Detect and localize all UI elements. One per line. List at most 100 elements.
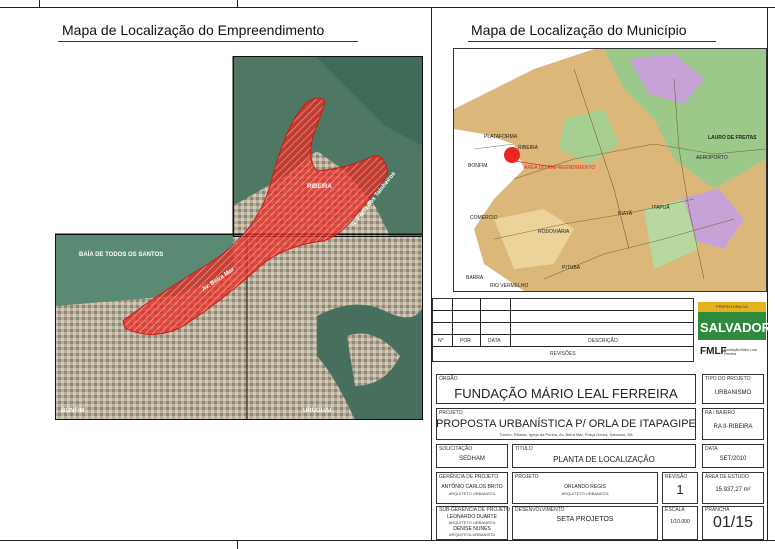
logo-fmlf-sub: Fundação Mário Leal Ferreira [724, 348, 757, 356]
label-area-empreendimento: ÁREA DO EMPREENDIMENTO [524, 165, 596, 171]
right-map-title: Mapa de Localização do Município [471, 22, 687, 38]
titulo-label: TÍTULO [515, 446, 533, 452]
gerencia-value: ANTÔNIO CARLOS BRITO [441, 484, 503, 490]
rev-row-3 [432, 334, 694, 335]
rev-header-por: POR [460, 338, 471, 344]
subgerencia-2-sub: ARQUITETA URBANISTA [448, 532, 496, 537]
rev-header-data: DATA [488, 338, 501, 344]
area-label: ÁREA DE ESTUDO [705, 474, 749, 480]
solicitacao-value: SEDHAM [459, 456, 485, 462]
subgerencia-2: DENISE NUNES [453, 526, 491, 532]
label-lauro: LAURO DE FREITAS [708, 135, 757, 141]
escala-value: 1/10.000 [670, 519, 690, 525]
revisao-label: REVISÃO [665, 474, 688, 480]
solicitacao-box [436, 444, 508, 468]
revisions-table [432, 298, 694, 362]
sheet-top-border [0, 7, 775, 8]
label-ribeira: RIBEIRA [307, 184, 332, 190]
label-piata: PIATÃ [618, 211, 633, 217]
sheet-mid-tick-top [237, 0, 238, 8]
aerial-map: RIBEIRA R. Porto dos Tainheiros BAÍA DE … [55, 56, 423, 420]
left-map-title: Mapa de Localização do Empreendimento [62, 22, 325, 38]
desenv-value: SETA PROJETOS [556, 516, 614, 523]
logo-prefeitura: PREFEITURA DA [716, 304, 748, 309]
rev-row-1 [432, 310, 694, 311]
orgao-value: FUNDAÇÃO MÁRIO LEAL FERREIRA [454, 386, 678, 401]
project-area-highlight [122, 97, 389, 335]
tipo-box [702, 374, 764, 404]
right-map-title-underline [468, 41, 716, 42]
label-barra: BARRA [466, 275, 484, 281]
label-ribeira-muni: RIBEIRA [518, 145, 539, 151]
label-bonfim: BONFIM [61, 408, 85, 414]
label-rodoviaria: RODOVIÁRIA [538, 229, 570, 235]
prancha-value: 01/15 [712, 514, 754, 531]
titulo-value: PLANTA DE LOCALIZAÇÃO [553, 455, 655, 464]
escala-label: ESCALA [665, 507, 685, 513]
label-rio-vermelho: RIO VERMELHO [490, 283, 529, 289]
prancha-box [702, 506, 764, 540]
label-aeroporto: AEROPORTO [696, 155, 728, 161]
label-uruguai: URUGUAI [303, 408, 331, 414]
salvador-logo: PREFEITURA DA SALVADOR FMLF Fundação Már… [698, 302, 771, 358]
subgerencia-box [436, 506, 508, 540]
orgao-label: ÓRGÃO [439, 376, 458, 382]
data-label: DATA [705, 446, 718, 452]
area-value: 15.937,27 m² [715, 487, 751, 493]
proj-sub: ARQUITETO URBANISTA [561, 491, 609, 496]
label-itapua: ITAPUÃ [652, 205, 670, 211]
logo-bar-top [698, 302, 766, 312]
gerencia-box [436, 472, 508, 504]
rev-col-1 [452, 298, 453, 346]
label-plataforma: PLATAFORMA [484, 134, 518, 140]
projeto-label: PROJETO [439, 410, 463, 416]
ra-label: RA / BAIRRO [705, 410, 736, 416]
label-pituba: PITUBA [562, 265, 581, 271]
proj-label: PROJETO [515, 474, 539, 480]
escala-box [662, 506, 698, 540]
sheet-center-divider [431, 7, 432, 541]
proj-box [512, 472, 658, 504]
projeto-box [436, 408, 696, 440]
ra-value: RA II-RIBEIRA [713, 424, 753, 430]
projeto-value: PROPOSTA URBANÍSTICA P/ ORLA DE ITAPAGIP… [436, 418, 696, 430]
rev-header-descricao: DESCRIÇÃO [588, 338, 618, 344]
logo-city: SALVADOR [700, 320, 772, 335]
label-baia: BAÍA DE TODOS OS SANTOS [79, 252, 164, 258]
data-box [702, 444, 764, 468]
gerencia-sub: ARQUITETO URBANISTA [448, 491, 496, 496]
tipo-value: URBANISMO [714, 390, 752, 396]
proj-value: ORLANDO REGIS [564, 484, 606, 490]
data-value: SET/2010 [719, 456, 747, 462]
logo-bar [698, 312, 766, 340]
prancha-label: PRANCHA [705, 507, 730, 513]
rev-col-3 [510, 298, 511, 346]
subgerencia-1-sub: ARQUITETO URBANISTA [448, 520, 496, 525]
titulo-box [512, 444, 696, 468]
rev-row-2 [432, 322, 694, 323]
logo-fmlf: FMLF [700, 346, 727, 357]
rev-header-num: N° [438, 338, 444, 344]
ra-box [702, 408, 764, 440]
gerencia-label: GERÊNCIA DE PROJETO [439, 474, 499, 480]
desenv-box [512, 506, 658, 540]
desenv-label: DESENVOLVIMENTO [515, 507, 565, 513]
sheet-mid-tick-bottom [237, 540, 238, 549]
revisao-box [662, 472, 698, 504]
revisions-label: REVISÕES [550, 351, 576, 357]
subgerencia-label: SUB-GERÊNCIA DE PROJETO [439, 507, 511, 513]
solicitacao-label: SOLICITAÇÃO [439, 446, 473, 452]
subgerencia-1: LEONARDO DUARTE [447, 514, 497, 520]
sheet-right-border [767, 7, 768, 541]
tipo-label: TIPO DO PROJETO [705, 376, 751, 382]
orgao-box [436, 374, 696, 404]
title-block: N° POR DATA DESCRIÇÃO REVISÕES PREFEITUR… [432, 298, 771, 541]
aerial-map-image [55, 56, 423, 420]
label-comercio: COMÉRCIO [470, 215, 498, 221]
rev-col-2 [480, 298, 481, 346]
municipality-map-image [454, 49, 766, 291]
municipality-map: PLATAFORMA RIBEIRA BONFIM ÁREA DO EMPREE… [453, 48, 767, 292]
sheet-bottom-border [0, 540, 775, 541]
rev-row-4 [432, 346, 694, 347]
area-box [702, 472, 764, 504]
